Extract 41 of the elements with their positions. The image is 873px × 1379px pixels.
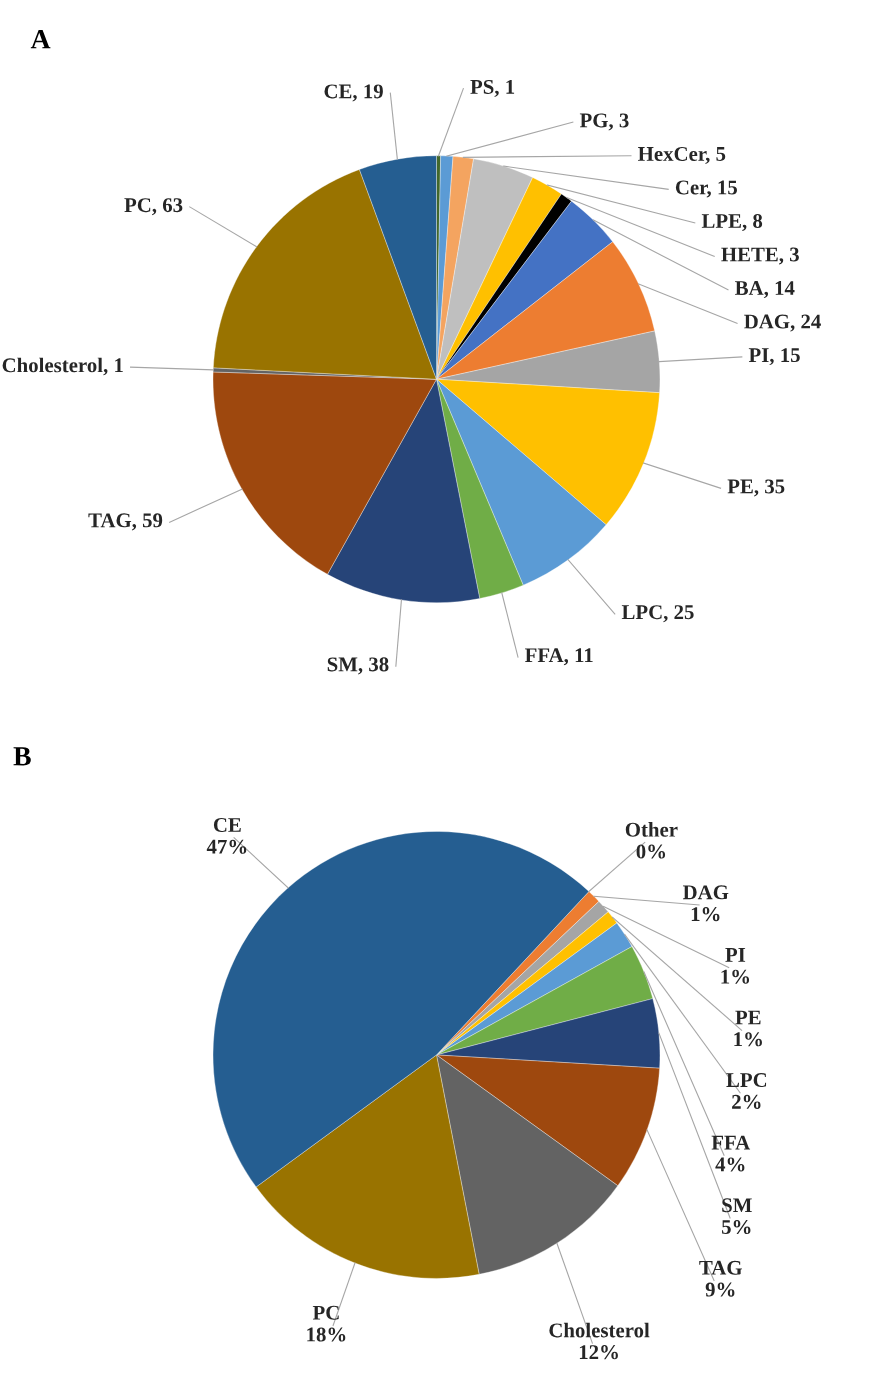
slice-label: PI, 15 — [748, 348, 800, 366]
data-label: 9% — [705, 1282, 735, 1297]
chart-title: A — [30, 29, 51, 49]
data-label: 1% — [734, 1032, 762, 1047]
slice-label: CE — [213, 817, 241, 832]
slice-label: LPC, 25 — [621, 605, 694, 623]
slice-label: Cholesterol — [549, 1322, 650, 1338]
slice-label: PC — [312, 1305, 339, 1320]
data-label: 1% — [721, 969, 750, 984]
slice-label: TAG, 59 — [88, 513, 163, 531]
data-label: 4% — [715, 1157, 745, 1172]
slice-label: PI — [725, 948, 746, 962]
slice-label: TAG — [699, 1260, 742, 1275]
data-label: 1% — [691, 907, 720, 922]
chart-title: B — [13, 747, 31, 766]
slice-label: CE, 19 — [324, 84, 383, 102]
text: 0% — [636, 844, 666, 859]
slice-label: PE — [735, 1010, 761, 1025]
data-label: 5% — [721, 1219, 751, 1235]
slice-label: DAG — [682, 885, 729, 900]
slice-label: LPC — [726, 1073, 767, 1088]
slice-label: PC, 63 — [124, 198, 183, 216]
slice-label: PE, 35 — [727, 479, 785, 497]
slice-label: FFA — [711, 1135, 751, 1150]
slice-label: Cer, 15 — [675, 180, 737, 198]
slice-label: DAG, 24 — [744, 314, 821, 332]
slice-label: PS, 1 — [470, 79, 515, 97]
slice-label: PG, 3 — [579, 113, 629, 131]
category-label: Other — [625, 822, 678, 837]
slice-label: FFA, 11 — [525, 648, 593, 666]
slice-label: SM — [722, 1198, 752, 1213]
data-label: 47% — [206, 839, 247, 854]
slice-label: Cholesterol, 1 — [2, 357, 123, 376]
slice-label: SM, 38 — [327, 657, 389, 675]
data-label: 2% — [732, 1094, 761, 1109]
slice-label: HETE, 3 — [721, 247, 799, 265]
slice-label: HexCer, 5 — [638, 146, 726, 164]
data-label: 12% — [579, 1345, 618, 1360]
data-label: 18% — [307, 1327, 346, 1342]
slice-label: LPE, 8 — [701, 213, 763, 232]
slice-label: BA, 14 — [735, 281, 795, 299]
